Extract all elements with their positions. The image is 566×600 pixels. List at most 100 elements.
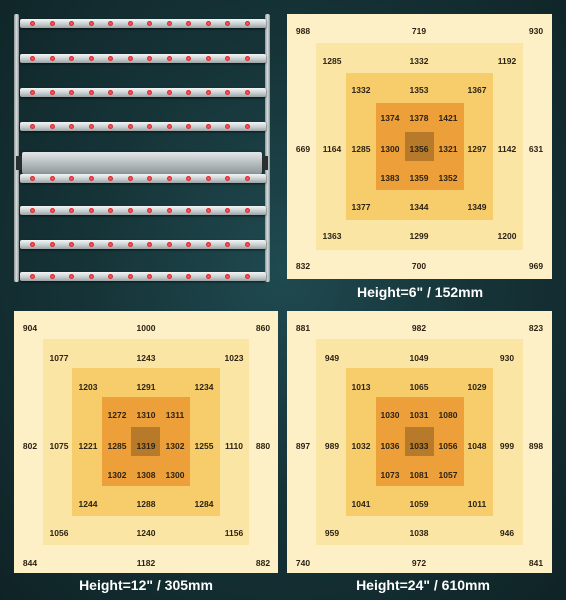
ppfd-value: 1321: [438, 143, 458, 154]
led-diode-icon: [244, 242, 250, 247]
led-diode-icon: [186, 56, 191, 61]
led-diode-icon: [88, 176, 94, 181]
led-diode-icon: [186, 90, 191, 95]
ppfd-value: 1356: [409, 143, 429, 154]
led-diode-icon: [127, 56, 133, 61]
ppfd-value: 1031: [409, 409, 429, 420]
ppfd-value: 930: [528, 25, 544, 36]
led-diode-icon: [49, 208, 55, 213]
ppfd-value: 1234: [194, 381, 214, 392]
ppfd-value: 832: [295, 260, 311, 271]
ppfd-value: 1075: [49, 440, 69, 451]
led-diode-icon: [244, 274, 250, 279]
led-diode-icon: [166, 176, 172, 181]
led-diode-icon: [166, 21, 172, 26]
ppfd-value: 1285: [322, 55, 342, 66]
ppfd-value: 1073: [380, 469, 400, 480]
panel-caption-12in: Height=12" / 305mm: [79, 577, 213, 593]
ppfd-value: 1081: [409, 469, 429, 480]
led-diode-icon: [186, 208, 191, 213]
ppfd-value: 1000: [136, 322, 156, 333]
led-diode-icon: [225, 56, 230, 61]
ppfd-value: 1243: [136, 352, 156, 363]
led-diode-icon: [225, 124, 230, 129]
led-diode-icon: [30, 274, 35, 279]
led-diode-icon: [127, 90, 133, 95]
ppfd-value: 1200: [497, 230, 517, 241]
ppfd-value: 1240: [136, 527, 156, 538]
led-diode-icon: [147, 274, 152, 279]
ppfd-value: 1310: [136, 409, 156, 420]
led-diode-icon: [166, 124, 172, 129]
ppfd-value: 1383: [380, 172, 400, 183]
ppfd-value: 631: [528, 143, 544, 154]
led-diode-icon: [88, 242, 94, 247]
led-diode-icon: [147, 90, 152, 95]
led-diode-icon: [108, 274, 113, 279]
ppfd-value: 1332: [351, 84, 371, 95]
led-diode-icon: [127, 21, 133, 26]
ppfd-value: 904: [22, 322, 38, 333]
ppfd-value: 1421: [438, 112, 458, 123]
led-diode-icon: [30, 242, 35, 247]
ppfd-value: 1378: [409, 112, 429, 123]
led-diode-icon: [69, 90, 74, 95]
ppfd-value: 1203: [78, 381, 98, 392]
fixture-light-bar: [20, 19, 266, 28]
led-diode-icon: [69, 208, 74, 213]
led-diode-icon: [49, 56, 55, 61]
led-diode-icon: [88, 274, 94, 279]
ppfd-value: 930: [499, 352, 515, 363]
ppfd-value: 1302: [107, 469, 127, 480]
ppfd-value: 1192: [497, 55, 517, 66]
led-diode-icon: [30, 124, 35, 129]
led-diode-icon: [244, 208, 250, 213]
ppfd-value: 1033: [409, 440, 429, 451]
led-diode-icon: [205, 274, 211, 279]
led-diode-icon: [205, 56, 211, 61]
led-diode-icon: [225, 242, 230, 247]
ppfd-value: 844: [22, 557, 38, 568]
led-diode-icon: [127, 208, 133, 213]
led-diode-icon: [205, 176, 211, 181]
led-diode-icon: [69, 242, 74, 247]
led-diode-icon: [69, 274, 74, 279]
ppfd-map-6in: 988 719 930 1285 1332 1192 1332 1353 1367 1374 137…: [287, 14, 552, 279]
ppfd-value: 1030: [380, 409, 400, 420]
led-diode-icon: [108, 56, 113, 61]
ppfd-value: 1110: [225, 440, 243, 451]
ppfd-value: 946: [499, 527, 515, 538]
led-diode-icon: [108, 208, 113, 213]
ppfd-value: 1065: [409, 381, 429, 392]
led-diode-icon: [166, 274, 172, 279]
ppfd-value: 898: [528, 440, 544, 451]
ppfd-value: 1056: [49, 527, 69, 538]
ppfd-value: 1319: [136, 440, 156, 451]
led-diode-icon: [108, 242, 113, 247]
ppfd-value: 1077: [49, 352, 69, 363]
fixture-light-bar: [20, 174, 266, 183]
led-diode-icon: [49, 124, 55, 129]
ppfd-value: 1291: [136, 381, 156, 392]
led-diode-icon: [147, 208, 152, 213]
panel-caption-6in: Height=6" / 152mm: [356, 284, 484, 300]
ppfd-value: 1041: [351, 498, 371, 509]
ppfd-center: [405, 132, 434, 161]
ppfd-value: 700: [411, 260, 427, 271]
led-diode-icon: [244, 56, 250, 61]
ppfd-value: 1359: [409, 172, 429, 183]
ppfd-value: 1377: [351, 201, 371, 212]
led-diode-icon: [108, 124, 113, 129]
led-diode-icon: [225, 90, 230, 95]
led-diode-icon: [166, 90, 172, 95]
ppfd-value: 1285: [107, 440, 127, 451]
fixture-driver: [22, 152, 262, 174]
ppfd-value: 1353: [409, 84, 429, 95]
ppfd-value: 823: [528, 322, 544, 333]
ppfd-value: 1272: [107, 409, 127, 420]
ppfd-value: 1349: [467, 201, 487, 212]
ppfd-value: 1285: [351, 143, 371, 154]
led-diode-icon: [69, 21, 74, 26]
ppfd-value: 1142: [497, 143, 517, 154]
ppfd-value: 669: [295, 143, 311, 154]
